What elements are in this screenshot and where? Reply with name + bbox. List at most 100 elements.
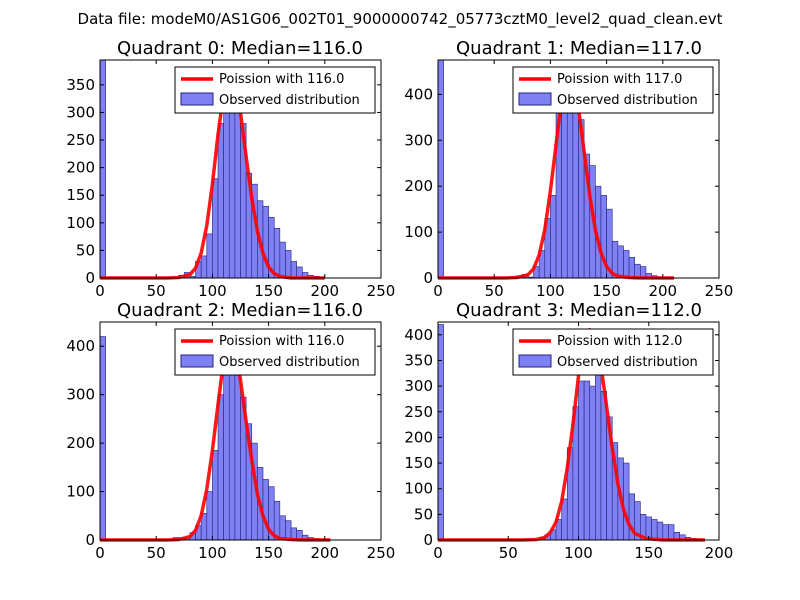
y-tick-label: 350	[404, 351, 433, 369]
legend: Poission with 116.0 Observed distributio…	[174, 328, 376, 376]
y-tick-label: 0	[423, 269, 433, 287]
histogram-bar	[290, 261, 297, 279]
histogram-bar	[561, 498, 568, 541]
x-axis-ticks: 0 50 100 150 200 250	[433, 60, 733, 300]
y-tick-label: 300	[66, 103, 95, 121]
x-tick-label: 100	[198, 544, 227, 562]
x-tick-label: 50	[147, 544, 166, 562]
y-axis-ticks: 0 50 100 150 200 250 300 350 400	[404, 326, 719, 549]
legend-poisson-label: Poission with 116.0	[219, 72, 344, 87]
y-axis-ticks: 0 50 100 150 200 250 300 350	[66, 76, 381, 287]
x-axis-ticks: 0 50 100 150 200 250	[95, 322, 395, 562]
x-tick-label: 200	[310, 282, 339, 300]
histogram-bar	[279, 241, 286, 279]
x-tick-label: 100	[536, 282, 565, 300]
histogram-bar	[279, 515, 286, 541]
histogram-bar	[217, 394, 224, 541]
legend: Poission with 116.0 Observed distributio…	[174, 66, 376, 114]
histogram-bar	[212, 178, 219, 279]
histogram-bar	[99, 336, 106, 541]
histogram-bar	[212, 450, 219, 541]
x-axis-ticks: 0 50 100 150 200 250	[95, 60, 395, 300]
x-tick-label: 250	[367, 544, 396, 562]
y-axis-ticks: 0 100 200 300 400	[66, 337, 381, 549]
histogram-bar	[437, 59, 444, 279]
axes-frame	[99, 321, 382, 541]
y-tick-label: 200	[404, 177, 433, 195]
axes-frame	[437, 59, 720, 279]
histogram-bar	[206, 491, 213, 541]
figure-suptitle: Data file: modeM0/AS1G06_002T01_90000007…	[78, 10, 723, 29]
x-axis-ticks: 0 50 100 150 200	[433, 322, 733, 562]
histogram-bar	[617, 245, 624, 279]
y-tick-label: 200	[404, 428, 433, 446]
legend-observed-label: Observed distribution	[219, 355, 360, 370]
histogram-bar	[550, 195, 557, 279]
y-tick-label: 300	[404, 131, 433, 149]
histogram-bar	[285, 520, 292, 541]
panel-title: Quadrant 1: Median=117.0	[456, 38, 702, 59]
legend-observed-swatch	[180, 354, 214, 368]
x-tick-label: 100	[198, 282, 227, 300]
x-tick-label: 150	[592, 282, 621, 300]
panel-quadrant-1: Quadrant 1: Median=117.0 0 50 100 150 200 250…	[404, 38, 733, 300]
y-tick-label: 50	[414, 505, 433, 523]
x-tick-label: 50	[147, 282, 166, 300]
histogram-bar	[572, 107, 579, 279]
x-tick-label: 50	[499, 544, 518, 562]
x-tick-label: 0	[95, 282, 105, 300]
histogram-bar	[668, 524, 675, 541]
histogram-bar	[273, 228, 281, 279]
legend-observed-label: Observed distribution	[219, 93, 360, 108]
y-tick-label: 100	[404, 223, 433, 241]
panel-title: Quadrant 2: Median=116.0	[117, 300, 363, 321]
x-tick-label: 150	[254, 544, 283, 562]
x-tick-label: 250	[367, 282, 396, 300]
histogram-bar	[623, 250, 630, 279]
x-tick-label: 200	[648, 282, 677, 300]
legend-observed-swatch	[518, 92, 552, 106]
y-tick-label: 100	[66, 483, 95, 501]
y-tick-label: 50	[76, 241, 95, 259]
panel-quadrant-0: Quadrant 0: Median=116.0 0 50 100 150 200 250…	[66, 38, 395, 300]
y-tick-label: 400	[404, 85, 433, 103]
panel-quadrant-2: Quadrant 2: Median=116.0 0 50 100 150 200 250…	[66, 300, 395, 562]
histogram-bar	[285, 250, 292, 279]
histogram-bar	[217, 123, 224, 279]
y-tick-label: 350	[66, 76, 95, 94]
y-tick-label: 100	[66, 214, 95, 232]
histogram-bar	[662, 524, 669, 541]
histogram-bar	[651, 519, 658, 541]
y-tick-label: 100	[404, 480, 433, 498]
histogram-bar	[228, 95, 236, 279]
histogram-bar	[628, 257, 636, 279]
histogram-bar	[589, 385, 596, 541]
legend-observed-swatch	[518, 354, 552, 368]
y-tick-label: 200	[66, 159, 95, 177]
y-tick-label: 200	[66, 434, 95, 452]
y-tick-label: 300	[66, 386, 95, 404]
x-tick-label: 250	[705, 282, 734, 300]
legend-poisson-label: Poission with 116.0	[219, 334, 344, 349]
histogram-bar	[223, 355, 230, 541]
x-tick-label: 0	[95, 544, 105, 562]
histogram-bar	[437, 324, 444, 541]
histogram-bar	[578, 380, 585, 541]
y-tick-label: 0	[85, 531, 95, 549]
y-tick-label: 0	[423, 531, 433, 549]
histogram-bar	[200, 255, 208, 279]
legend-poisson-label: Poission with 112.0	[557, 334, 682, 349]
x-tick-label: 0	[433, 282, 443, 300]
panel-quadrant-3: Quadrant 3: Median=112.0 0 50 100 150 200 0 5…	[404, 300, 733, 562]
y-tick-label: 400	[66, 337, 95, 355]
legend-observed-label: Observed distribution	[557, 355, 698, 370]
histogram-bar	[634, 263, 641, 279]
y-tick-label: 150	[66, 186, 95, 204]
axes-frame	[99, 59, 382, 279]
histogram-bar	[656, 521, 664, 541]
legend-observed-swatch	[180, 92, 214, 106]
y-tick-label: 0	[85, 269, 95, 287]
x-tick-label: 100	[564, 544, 593, 562]
histogram-bar	[600, 390, 607, 541]
